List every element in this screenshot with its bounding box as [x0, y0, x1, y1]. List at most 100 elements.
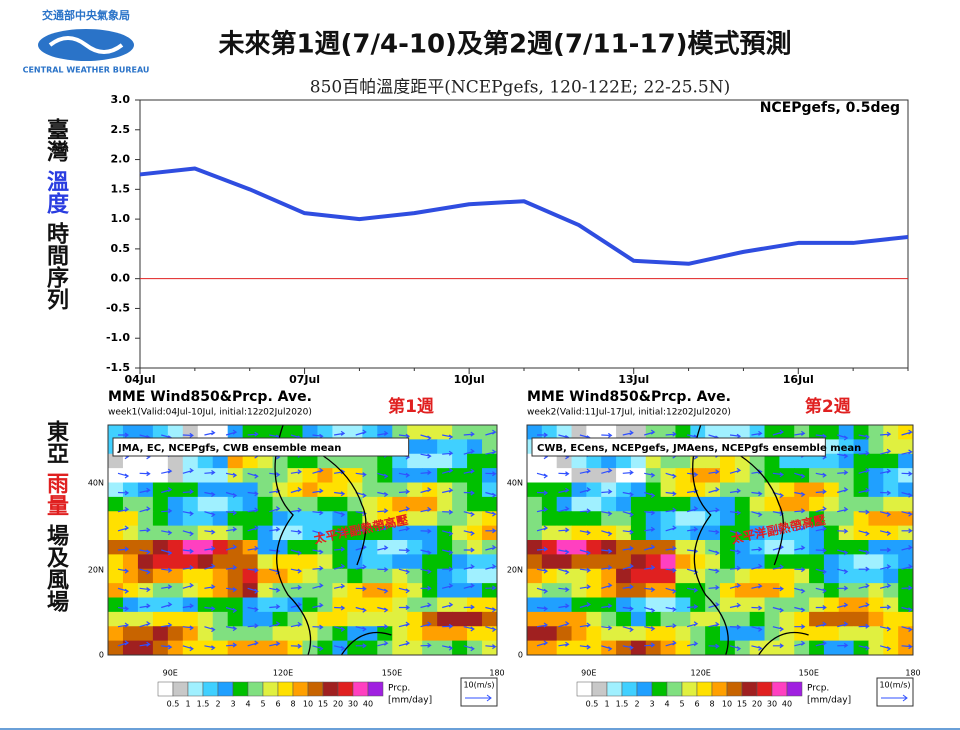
- map-cell: [242, 568, 259, 584]
- map-cell: [660, 611, 676, 627]
- map-cell: [883, 640, 899, 656]
- wind-arrow: [729, 467, 742, 474]
- map-cell: [257, 583, 274, 598]
- map-cell: [660, 554, 676, 570]
- wind-arrow: [355, 586, 367, 592]
- colorbar-swatch: [681, 681, 698, 697]
- map-cell: [332, 540, 348, 555]
- wind-arrow: [182, 489, 194, 495]
- map-cell: [823, 626, 840, 642]
- wind-arrow: [182, 603, 194, 609]
- map-cell: [482, 640, 498, 656]
- map-cell: [212, 640, 229, 656]
- wind-arrow: [225, 491, 238, 498]
- wind-arrow: [334, 430, 346, 436]
- colorbar-label: 4: [245, 700, 250, 709]
- map-cell: [362, 468, 378, 483]
- map-cell: [242, 425, 259, 440]
- wind-arrow: [182, 548, 194, 554]
- wind-arrow: [204, 491, 216, 497]
- map-cell: [705, 525, 721, 541]
- wind-arrow: [290, 602, 302, 609]
- map-cell: [764, 611, 780, 627]
- wind-arrow: [579, 584, 591, 590]
- map-cell: [437, 468, 453, 483]
- map-cell: [541, 554, 558, 570]
- map-cell: [794, 511, 810, 527]
- colorbar-swatch: [666, 681, 683, 697]
- map-cell: [705, 453, 721, 469]
- map-cell: [287, 482, 303, 498]
- map-cell: [764, 511, 780, 527]
- wind-arrow: [442, 530, 454, 537]
- wind-arrow: [247, 545, 259, 551]
- map-cell: [616, 453, 632, 469]
- map-cell: [242, 540, 259, 555]
- map-cell: [467, 540, 483, 555]
- wind-arrow: [269, 526, 281, 532]
- map-cell: [227, 525, 244, 541]
- map-cell: [212, 468, 229, 483]
- map-cell: [823, 496, 840, 512]
- map-cell: [898, 453, 914, 469]
- map-cell: [720, 583, 736, 598]
- map-cell: [467, 626, 483, 642]
- y-tick-label: 2.5: [111, 123, 131, 136]
- map-cell: [586, 425, 602, 440]
- wind-arrow: [837, 549, 849, 556]
- wind-arrow: [901, 471, 913, 477]
- map-cell: [377, 482, 393, 498]
- wind-arrow: [225, 526, 238, 532]
- map-cell: [898, 640, 914, 656]
- map-cell: [764, 583, 780, 598]
- map-cell: [868, 626, 884, 642]
- map-cell: [734, 597, 751, 613]
- map-cell: [749, 453, 766, 469]
- wind-arrow: [686, 506, 699, 513]
- map-cell: [197, 453, 214, 469]
- map-cell: [362, 611, 378, 627]
- wind-arrow: [579, 468, 591, 474]
- wind-arrow: [139, 487, 151, 494]
- map-cell: [823, 568, 840, 584]
- map-cell: [377, 611, 393, 627]
- map-cell: [242, 611, 259, 627]
- map-cell: [705, 511, 721, 527]
- map-cell: [853, 453, 869, 469]
- map-cell: [749, 496, 766, 512]
- map-cell: [362, 568, 378, 584]
- map-cell: [838, 568, 855, 584]
- map-cell: [779, 597, 795, 613]
- wind-arrow: [794, 567, 806, 573]
- map-cell: [287, 626, 303, 642]
- wind-arrow: [815, 547, 827, 553]
- map-subtitle: week2(Valid:11Jul-17Jul, initial:12z02Ju…: [527, 408, 731, 418]
- wind-arrow: [729, 624, 742, 630]
- map-cell: [347, 540, 363, 555]
- map-cell: [868, 453, 884, 469]
- colorbar-swatch: [726, 681, 743, 697]
- wind-arrow: [182, 432, 194, 438]
- map-cell: [645, 640, 662, 656]
- wind-arrow: [420, 585, 432, 591]
- map-cell: [527, 525, 543, 541]
- map-cell: [362, 597, 378, 613]
- map-cell: [571, 568, 587, 584]
- map-cell: [571, 468, 587, 483]
- wind-arrow: [463, 490, 475, 496]
- map-cell: [527, 640, 543, 656]
- map-cell: [332, 597, 348, 613]
- colorbar-label: 20: [333, 700, 343, 709]
- map-cell: [749, 568, 766, 584]
- map-cell: [675, 611, 691, 627]
- map-cell: [122, 468, 139, 483]
- wind-arrow: [708, 621, 720, 628]
- map-cell: [601, 496, 617, 512]
- map-cell: [182, 511, 199, 527]
- wind-arrow: [901, 585, 913, 591]
- map-cell: [152, 568, 169, 584]
- wind-arrow: [312, 530, 324, 537]
- map-cell: [242, 626, 259, 642]
- wind-arrow: [420, 469, 432, 475]
- map-cell: [675, 626, 691, 642]
